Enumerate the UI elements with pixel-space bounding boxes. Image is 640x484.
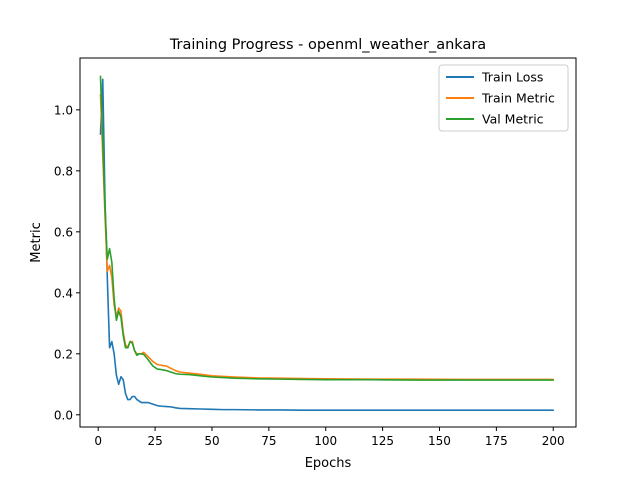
x-tick-label: 50 [204,434,219,448]
y-axis-label: Metric [29,222,44,262]
x-axis: 0 25 50 75 100 125 150 175 200 [94,427,565,448]
y-axis: 0.0 0.2 0.4 0.6 0.8 1.0 [54,103,80,422]
x-tick-label: 75 [261,434,276,448]
x-tick-label: 100 [314,434,337,448]
y-tick-label: 1.0 [54,103,73,117]
y-tick-label: 0.2 [54,347,73,361]
x-tick-label: 175 [485,434,508,448]
x-tick-label: 150 [428,434,451,448]
y-tick-label: 0.8 [54,164,73,178]
plot-lines [99,75,555,412]
series-line-0 [99,78,555,412]
series-line-2 [99,75,555,381]
y-tick-label: 0.0 [54,408,73,422]
legend: Train Loss Train Metric Val Metric [438,64,569,132]
legend-label-1: Train Metric [481,91,555,106]
x-axis-label: Epochs [305,456,352,471]
x-tick-label: 200 [542,434,565,448]
legend-label-2: Val Metric [482,112,544,127]
y-tick-label: 0.4 [54,286,73,300]
y-tick-label: 0.6 [54,225,73,239]
legend-label-0: Train Loss [481,70,543,85]
x-tick-label: 25 [147,434,162,448]
x-tick-label: 0 [94,434,102,448]
x-tick-label: 125 [371,434,394,448]
chart-title: Training Progress - openml_weather_ankar… [169,37,486,53]
legend-box [438,64,569,132]
plot-area-frame [79,57,577,428]
